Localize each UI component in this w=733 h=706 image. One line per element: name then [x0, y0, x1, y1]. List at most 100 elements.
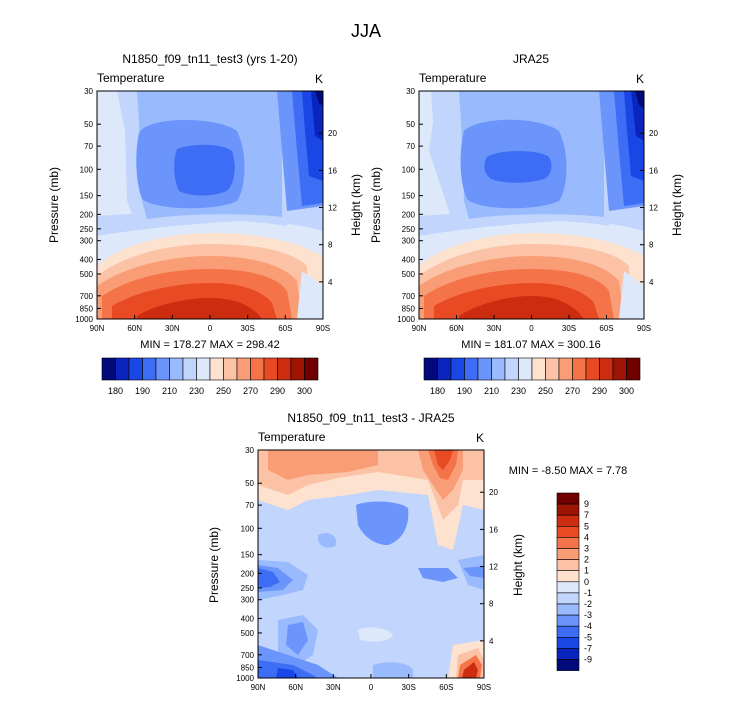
- height-tick-label: 8: [649, 241, 654, 250]
- y-tick-label: 700: [402, 292, 416, 301]
- height-tick-label: 12: [328, 204, 337, 213]
- y-tick-label: 100: [241, 524, 255, 533]
- colorbar-swatch: [556, 492, 580, 505]
- y-tick-label: 1000: [236, 674, 254, 683]
- y-tick-label: 150: [241, 551, 255, 560]
- colorbar-swatch: [556, 636, 580, 649]
- y-tick-label: 1000: [397, 315, 415, 324]
- y-axis-right-label: Height (km): [349, 174, 363, 236]
- panel-title: N1850_f09_tn11_test3 (yrs 1-20): [122, 52, 297, 66]
- x-tick-label: 90N: [251, 683, 266, 692]
- colorbar-swatch: [556, 537, 580, 549]
- colorbar-label: 250: [216, 386, 231, 396]
- y-tick-label: 850: [80, 304, 94, 313]
- colorbar-label: 270: [243, 386, 258, 396]
- stats-text: MIN = -8.50 MAX = 7.78: [509, 465, 628, 477]
- y-tick-label: 1000: [75, 315, 93, 324]
- y-axis-right-label: Height (km): [670, 174, 684, 236]
- x-tick-label: 60N: [288, 683, 303, 692]
- colorbar-label: 7: [584, 510, 589, 520]
- colorbar-swatch: [115, 357, 130, 381]
- units-label: K: [315, 72, 323, 86]
- colorbar-swatch: [556, 614, 580, 627]
- panel-model: N1850_f09_tn11_test3 (yrs 1-20) Temperat…: [47, 52, 363, 351]
- colorbar-label: 4: [584, 532, 589, 542]
- field-label: Temperature: [258, 430, 326, 444]
- height-tick-label: 16: [328, 166, 337, 175]
- colorbar-swatch: [142, 357, 157, 381]
- colorbar-swatch: [585, 357, 600, 381]
- colorbar-swatch: [250, 357, 265, 381]
- colorbar-swatch: [277, 357, 292, 381]
- colorbar-label: 230: [511, 386, 526, 396]
- colorbar-swatch: [304, 357, 319, 381]
- y-tick-label: 200: [241, 569, 255, 578]
- colorbar-label: 2: [584, 555, 589, 565]
- colorbar-label: 3: [584, 544, 589, 554]
- y-tick-label: 300: [80, 237, 94, 246]
- units-label: K: [636, 72, 644, 86]
- y-tick-label: 30: [406, 87, 415, 96]
- colorbar-swatch: [182, 357, 197, 381]
- height-tick-label: 8: [328, 241, 333, 250]
- y-tick-label: 70: [245, 501, 254, 510]
- colorbar-swatch: [128, 357, 143, 381]
- y-axis-label: Pressure (mb): [207, 527, 221, 603]
- y-tick-label: 400: [241, 614, 255, 623]
- colorbar-label: 9: [584, 499, 589, 509]
- y-tick-label: 500: [241, 629, 255, 638]
- height-tick-label: 20: [489, 488, 498, 497]
- colorbar-label: -9: [584, 655, 592, 665]
- page-title: JJA: [351, 21, 381, 41]
- panel-difference: N1850_f09_tn11_test3 - JRA25 Temperature…: [207, 411, 627, 692]
- colorbar-swatch: [599, 357, 614, 381]
- colorbar-label: -5: [584, 632, 592, 642]
- colorbar-swatch: [101, 357, 116, 381]
- y-axis-label: Pressure (mb): [369, 167, 383, 243]
- y-tick-label: 400: [80, 255, 94, 264]
- panel-reanalysis: JRA25 Temperature K: [369, 52, 684, 351]
- y-tick-label: 250: [402, 225, 416, 234]
- height-tick-label: 8: [489, 600, 494, 609]
- colorbar-swatch: [545, 357, 560, 381]
- height-tick-label: 16: [649, 166, 658, 175]
- colorbar-label: -1: [584, 588, 592, 598]
- colorbar-label: 190: [135, 386, 150, 396]
- x-tick-label: 30S: [402, 683, 416, 692]
- x-tick-label: 30N: [326, 683, 341, 692]
- colorbar-swatch: [491, 357, 506, 381]
- colorbar-label: -3: [584, 610, 592, 620]
- units-label: K: [476, 431, 484, 445]
- contour-field: [97, 91, 323, 319]
- colorbar-swatch: [558, 357, 573, 381]
- stats-text: MIN = 178.27 MAX = 298.42: [140, 339, 279, 351]
- y-tick-label: 30: [84, 87, 93, 96]
- colorbar-swatch: [556, 514, 580, 527]
- height-tick-label: 12: [489, 563, 498, 572]
- colorbar-swatch: [556, 559, 580, 571]
- colorbar-label: 180: [430, 386, 445, 396]
- x-tick-label: 60S: [599, 324, 613, 333]
- x-tick-label: 90S: [477, 683, 491, 692]
- colorbar-label: 190: [457, 386, 472, 396]
- colorbar-swatch: [556, 625, 580, 638]
- y-tick-label: 50: [245, 479, 254, 488]
- colorbar-label: 1: [584, 566, 589, 576]
- colorbar-swatch: [556, 570, 580, 583]
- colorbar-swatch: [572, 357, 587, 381]
- x-tick-label: 0: [208, 324, 213, 333]
- x-tick-label: 30S: [562, 324, 576, 333]
- colorbar-label: 300: [619, 386, 634, 396]
- colorbar-swatch: [477, 357, 492, 381]
- colorbar-swatch: [556, 503, 580, 516]
- colorbar-swatch: [209, 357, 224, 381]
- colorbar-swatch: [556, 659, 580, 671]
- colorbar-swatch: [556, 592, 580, 605]
- colorbar-label: -4: [584, 621, 592, 631]
- colorbar-swatch: [464, 357, 479, 381]
- y-tick-label: 50: [84, 120, 93, 129]
- field-label: Temperature: [97, 71, 165, 85]
- height-tick-label: 12: [649, 204, 658, 213]
- y-tick-label: 30: [245, 446, 254, 455]
- colorbar-label: -2: [584, 599, 592, 609]
